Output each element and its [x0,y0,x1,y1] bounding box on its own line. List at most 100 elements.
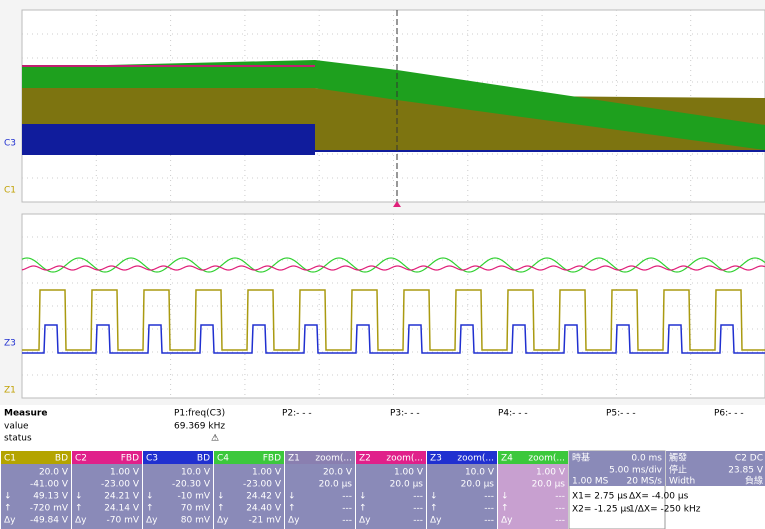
cursor-value: -49.84 V [30,516,69,526]
measure-param: P2:- - - [282,409,312,419]
trigger-value: 負緣 [745,475,763,487]
channel-header [285,451,355,464]
measure-param: P1:freq(C3) [174,409,225,419]
cursor-value: -10 mV [178,492,211,502]
trigger-value: 停止 [669,464,687,476]
channel-badge: zoom(... [315,454,352,464]
cursor-symbol: Δy [146,516,158,526]
trace-c4 [22,60,765,150]
channel-badge: zoom(... [528,454,565,464]
cursor-readout: X2= -1.25 µs [572,505,631,515]
trigger-marker [393,201,401,207]
grid-marker: Z1 [4,386,16,396]
cursor-value: --- [555,516,565,526]
trigger-value: Width [669,477,695,487]
measure-bg [0,405,765,450]
channel-offset: 20.0 µs [532,480,566,490]
channel-offset: 20.0 µs [390,480,424,490]
grid-marker: Z3 [4,339,16,349]
timebase-row [569,475,665,486]
channel-scale: 1.00 V [394,468,424,478]
cursor-value: --- [342,492,352,502]
cursor-value: --- [484,504,494,514]
cursor-value: 80 mV [181,516,211,526]
cursor-symbol: ↑ [359,504,367,514]
trigger-badge: C2 DC [735,454,763,464]
cursor-value: --- [413,516,423,526]
channel-offset: 20.0 µs [319,480,353,490]
channel-scale: 20.0 V [323,468,353,478]
cursor-value: --- [484,492,494,502]
channel-badge: FBD [121,454,139,464]
measure-param: P4:- - - [498,409,528,419]
channel-name: C2 [75,454,87,464]
measure-title: Measure [4,409,47,419]
cursor-symbol: Δy [4,516,16,526]
channel-header [72,451,142,464]
measure-param: P5:- - - [606,409,636,419]
cursor-symbol: ↑ [430,504,438,514]
trigger-body [666,451,765,486]
cursor-value: 49.13 V [33,492,69,502]
cursor-symbol: Δy [288,516,300,526]
grid-marker: C3 [4,139,16,149]
channel-name: C3 [146,454,158,464]
cursor-symbol: ↑ [501,504,509,514]
cursor-symbol: ↓ [217,492,225,502]
trigger-value: 23.85 V [728,466,764,476]
cursor-value: -720 mV [30,504,69,514]
bottom-grid-bg [21,213,765,399]
timebase-value: 5.00 ms/div [609,466,663,476]
channel-badge: FBD [263,454,281,464]
cursor-value: -70 mV [107,516,140,526]
channel-offset: -23.00 V [101,480,140,490]
timebase-delay: 0.0 ms [631,454,662,464]
trace-c3 [22,124,315,155]
channel-badge: zoom(... [457,454,494,464]
channel-name: Z3 [430,454,442,464]
cursor-value: --- [413,492,423,502]
status-icon: ⚠ [211,434,219,444]
channel-scale: 10.0 V [465,468,495,478]
cursor-value: 70 mV [181,504,211,514]
cursor-value: --- [484,516,494,526]
channel-offset: -41.00 V [30,480,69,490]
channel-name: Z2 [359,454,371,464]
channel-header [427,451,497,464]
cursor-symbol: ↑ [217,504,225,514]
channel-name: Z4 [501,454,513,464]
measure-value: 69.369 kHz [174,422,225,432]
cursor-symbol: ↑ [75,504,83,514]
zoom-c1 [22,289,765,351]
cursor-value: 24.42 V [246,492,282,502]
cursor-readout: X1= 2.75 µs [572,492,628,502]
cursor-symbol: ↓ [501,492,509,502]
channel-scale: 10.0 V [181,468,211,478]
channel-offset: -20.30 V [172,480,211,490]
cursor-value: --- [555,504,565,514]
measure-row-label: status [4,434,32,444]
cursor-symbol: ↓ [430,492,438,502]
cursor-symbol: Δy [430,516,442,526]
cursor-symbol: Δy [501,516,513,526]
channel-scale: 1.00 V [110,468,140,478]
cursor-symbol: ↓ [288,492,296,502]
cursor-value: 24.14 V [104,504,140,514]
channel-scale: 20.0 V [39,468,69,478]
waveforms [21,10,765,398]
measure-row-label: value [4,422,29,432]
trigger-title: 觸發 [669,452,687,464]
zoom-c3 [22,324,765,354]
channel-name: C4 [217,454,229,464]
channel-badge: zoom(... [386,454,423,464]
channel-name: C1 [4,454,16,464]
zoom-c4 [21,257,765,273]
channel-badge: BD [197,454,210,464]
channel-offset: -23.00 V [243,480,282,490]
channel-name: Z1 [288,454,300,464]
cursor-symbol: Δy [359,516,371,526]
cursor-symbol: ↓ [75,492,83,502]
channel-scale: 1.00 V [252,468,282,478]
cursor-symbol: ↑ [4,504,12,514]
